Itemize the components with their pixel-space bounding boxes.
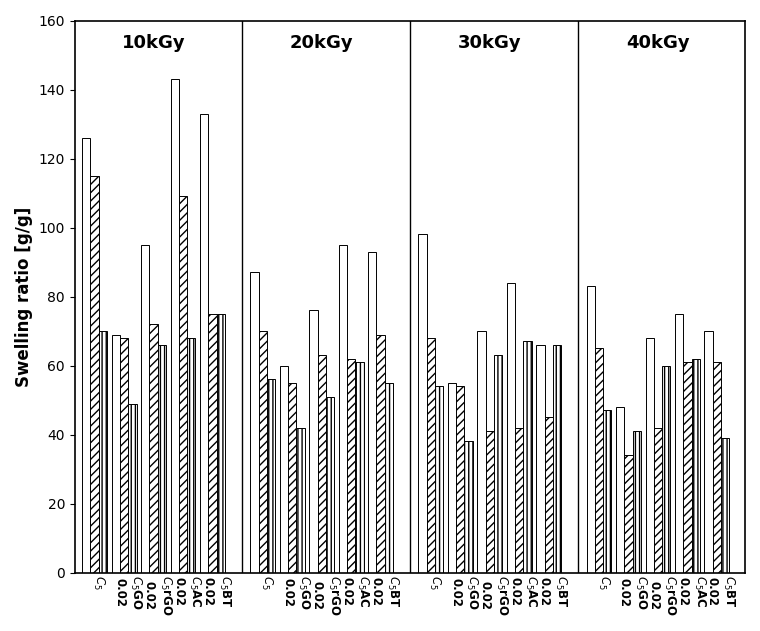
Bar bbox=[309, 310, 318, 572]
Bar bbox=[258, 331, 267, 572]
Bar bbox=[645, 338, 654, 572]
Bar bbox=[296, 428, 305, 572]
Bar bbox=[141, 245, 150, 572]
Bar bbox=[280, 365, 288, 572]
Text: 20kGy: 20kGy bbox=[290, 33, 353, 52]
Bar bbox=[318, 355, 326, 572]
Bar bbox=[99, 331, 107, 572]
Bar bbox=[356, 362, 363, 572]
Bar bbox=[90, 176, 99, 572]
Bar bbox=[435, 386, 443, 572]
Bar bbox=[120, 338, 128, 572]
Bar bbox=[426, 338, 435, 572]
Bar bbox=[515, 428, 524, 572]
Bar bbox=[82, 138, 90, 572]
Bar bbox=[721, 438, 730, 572]
Bar bbox=[385, 383, 393, 572]
Bar bbox=[179, 196, 187, 572]
Bar bbox=[595, 348, 603, 572]
Bar bbox=[339, 245, 347, 572]
Bar bbox=[713, 362, 721, 572]
Bar bbox=[419, 235, 426, 572]
Bar bbox=[507, 283, 515, 572]
Bar bbox=[477, 331, 486, 572]
Bar bbox=[128, 404, 137, 572]
Bar bbox=[376, 334, 385, 572]
Bar bbox=[553, 345, 561, 572]
Bar bbox=[632, 431, 641, 572]
Bar bbox=[267, 379, 275, 572]
Bar bbox=[150, 324, 157, 572]
Text: 40kGy: 40kGy bbox=[626, 33, 690, 52]
Bar bbox=[675, 314, 683, 572]
Bar bbox=[486, 431, 494, 572]
Bar bbox=[200, 114, 208, 572]
Y-axis label: Swelling ratio [g/g]: Swelling ratio [g/g] bbox=[15, 206, 33, 387]
Bar bbox=[187, 338, 195, 572]
Bar bbox=[157, 345, 166, 572]
Text: 30kGy: 30kGy bbox=[458, 33, 521, 52]
Bar bbox=[208, 314, 217, 572]
Bar bbox=[170, 79, 179, 572]
Bar bbox=[217, 314, 225, 572]
Bar bbox=[464, 442, 473, 572]
Bar bbox=[456, 386, 464, 572]
Bar bbox=[112, 334, 120, 572]
Bar bbox=[326, 397, 334, 572]
Bar bbox=[692, 358, 700, 572]
Bar bbox=[662, 365, 670, 572]
Bar bbox=[537, 345, 545, 572]
Bar bbox=[347, 358, 356, 572]
Bar bbox=[616, 407, 624, 572]
Bar bbox=[494, 355, 502, 572]
Bar bbox=[654, 428, 662, 572]
Bar bbox=[524, 341, 532, 572]
Bar bbox=[603, 410, 611, 572]
Text: 10kGy: 10kGy bbox=[122, 33, 185, 52]
Bar bbox=[250, 273, 258, 572]
Bar bbox=[683, 362, 692, 572]
Bar bbox=[288, 383, 296, 572]
Bar bbox=[624, 456, 632, 572]
Bar bbox=[587, 286, 595, 572]
Bar bbox=[705, 331, 713, 572]
Bar bbox=[448, 383, 456, 572]
Bar bbox=[545, 417, 553, 572]
Bar bbox=[368, 252, 376, 572]
